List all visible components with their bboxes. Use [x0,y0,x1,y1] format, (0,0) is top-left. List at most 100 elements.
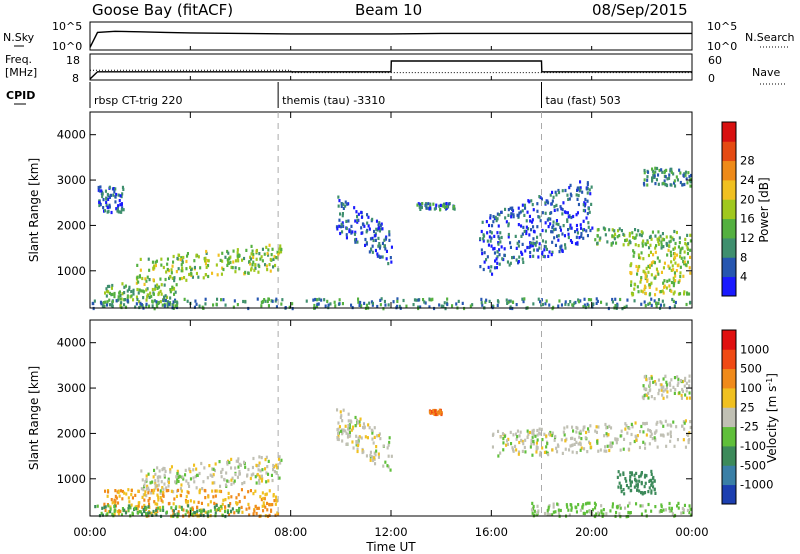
heatmap-cell [98,200,101,204]
heatmap-cell [412,303,415,307]
heatmap-cell [583,425,586,429]
heatmap-cell [595,512,598,516]
heatmap-cell [668,176,671,180]
heatmap-cell [182,508,185,512]
heatmap-cell [642,384,645,388]
heatmap-cell [582,203,585,207]
heatmap-cell [157,479,160,483]
heatmap-cell [496,299,499,303]
heatmap-cell [617,470,620,474]
heatmap-cell [159,508,162,512]
heatmap-cell [572,429,575,433]
heatmap-cell [516,429,519,433]
heatmap-cell [222,267,225,272]
heatmap-cell [518,450,521,454]
heatmap-cell [211,271,214,275]
heatmap-cell [588,210,591,214]
heatmap-cell [628,231,631,236]
heatmap-cell [237,493,240,497]
cpid-segment-label: themis (tau) -3310 [282,94,385,107]
heatmap-cell [500,235,503,240]
heatmap-cell [119,297,122,301]
colorbar-swatch [722,218,736,239]
heatmap-cell [105,203,108,207]
heatmap-cell [657,392,660,396]
heatmap-cell [379,298,382,302]
heatmap-cell [549,222,552,226]
heatmap-cell [669,250,672,254]
heatmap-cell [583,511,586,516]
heatmap-cell [104,291,107,295]
heatmap-cell [360,436,363,440]
heatmap-cell [146,484,149,488]
heatmap-cell [275,463,278,467]
heatmap-cell [670,280,673,285]
heatmap-cell [266,501,269,505]
heatmap-cell [611,441,614,445]
heatmap-cell [346,442,349,446]
heatmap-cell [541,211,544,215]
heatmap-cell [636,272,639,276]
heatmap-cell [362,425,365,430]
heatmap-cell [657,378,660,382]
heatmap-cell [518,240,521,244]
heatmap-cell [261,259,264,263]
heatmap-cell [536,209,539,213]
heatmap-cell [600,504,603,508]
heatmap-cell [640,471,643,475]
heatmap-cell [541,250,544,254]
heatmap-cell [120,203,123,207]
heatmap-cell [435,203,438,207]
heatmap-cell [645,266,648,270]
heatmap-cell [617,229,620,233]
heatmap-cell [614,304,617,308]
heatmap-cell [238,267,241,271]
heatmap-cell [643,300,646,304]
heatmap-cell [126,289,129,293]
heatmap-cell [392,300,395,304]
heatmap-cell [644,473,647,477]
heatmap-cell [482,267,485,272]
heatmap-cell [145,474,148,478]
heatmap-cell [432,202,435,206]
heatmap-cell [234,270,237,274]
heatmap-cell [683,260,686,264]
heatmap-cell [157,301,160,305]
heatmap-cell [557,234,560,238]
heatmap-cell [551,250,554,254]
heatmap-cell [554,190,557,194]
heatmap-cell [661,289,664,293]
heatmap-cell [366,436,369,440]
heatmap-cell [529,244,532,248]
heatmap-cell [492,247,495,251]
heatmap-cell [551,230,554,234]
heatmap-cell [122,187,125,191]
heatmap-cell [142,289,145,293]
heatmap-cell [608,424,611,428]
heatmap-cell [167,488,170,493]
heatmap-cell [660,240,663,244]
heatmap-cell [274,263,277,268]
heatmap-cell [645,421,648,425]
heatmap-cell [629,489,632,493]
heatmap-cell [371,236,374,240]
heatmap-cell [170,506,173,510]
heatmap-cell [415,298,418,302]
heatmap-cell [118,291,121,295]
heatmap-cell [172,260,175,264]
heatmap-cell [109,507,112,511]
heatmap-cell [154,263,157,268]
freq-tick-top: 18 [66,54,80,67]
heatmap-cell [446,205,449,209]
heatmap-cell [117,295,120,299]
heatmap-cell [288,305,291,309]
heatmap-cell [207,503,210,507]
heatmap-cell [376,252,379,256]
heatmap-cell [129,506,132,510]
heatmap-cell [679,255,682,259]
heatmap-cell [665,286,668,290]
heatmap-cell [146,295,149,299]
heatmap-cell [167,484,170,488]
heatmap-cell [584,197,587,202]
heatmap-cell [557,188,560,193]
